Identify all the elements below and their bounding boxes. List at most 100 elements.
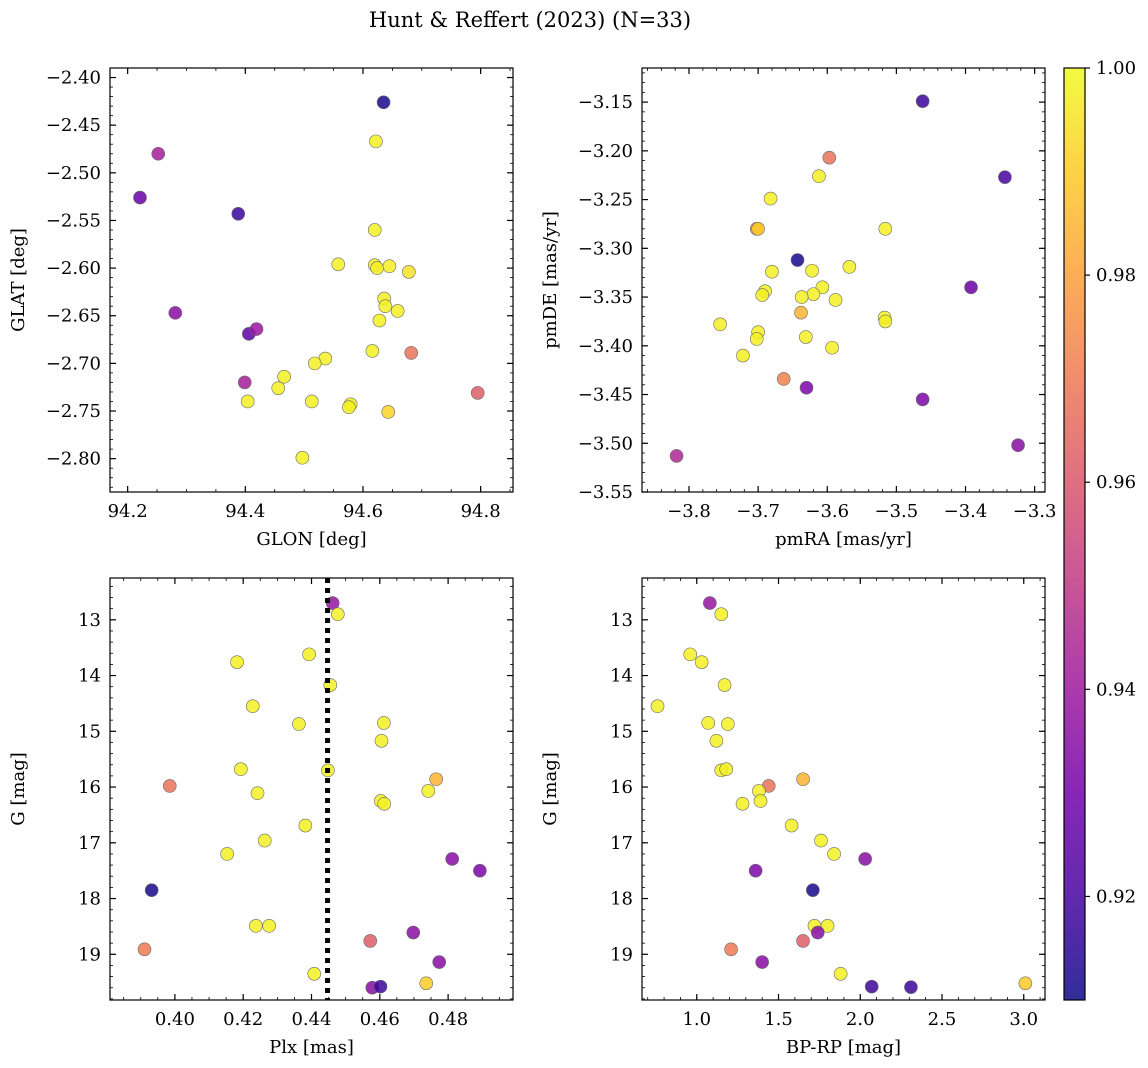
y-tick-label: −3.15 [578,92,633,113]
data-point [168,306,183,320]
data-point [799,380,814,395]
y-tick-label: −3.35 [578,287,633,308]
data-point [825,340,839,355]
data-point [763,191,778,206]
x-tick-label: −3.4 [944,501,988,522]
data-point [240,394,255,409]
data-point [794,290,809,304]
data-point [998,170,1012,184]
data-point [753,794,768,808]
panels: 94.2 94.4 94.6 94.8 −2.80 −2.75 −2.70 −2.65 −2.6… [8,67,1057,1058]
data-point [878,222,893,236]
x-tick-label: 0.40 [155,1009,195,1030]
data-point [748,863,763,878]
y-tick-label: −2.55 [46,210,101,231]
data-point [330,607,345,622]
data-point [374,733,389,748]
data-point [796,772,810,787]
data-point [378,299,393,314]
data-point [694,655,709,669]
plot-frame [641,577,1046,1001]
data-point [858,852,872,866]
data-point [833,966,848,981]
y-tick-label: −3.20 [578,141,633,162]
data-point [709,733,724,748]
data-point [776,372,791,386]
y-axis-label: GLAT [deg] [8,228,29,332]
colorbar-tick-label: 0.94 [1096,679,1136,700]
x-tick-label: 2.0 [846,1009,875,1030]
colorbar-gradient [1064,68,1085,1000]
data-point [878,314,893,329]
y-tick-label: 16 [610,777,633,798]
x-axis-label: BP-RP [mag] [786,1037,901,1058]
data-point [842,260,857,274]
y-tick-label: −2.80 [46,449,101,470]
plot-frame [109,577,514,1001]
colorbar-tick-label: 1.00 [1096,58,1136,79]
scatter-panel: 94.2 94.4 94.6 94.8 −2.80 −2.75 −2.70 −2.65 −2.6… [8,67,514,550]
data-point [820,919,835,933]
data-point [904,980,918,994]
data-point [234,762,248,777]
data-point [429,772,443,787]
x-tick-label: −3.3 [1013,501,1057,522]
x-tick-label: −3.5 [875,501,919,522]
x-axis-label: pmRA [mas/yr] [775,529,912,550]
y-tick-label: −2.50 [46,163,101,184]
data-point [701,716,716,730]
y-tick-label: 18 [78,889,101,910]
data-point [421,784,436,798]
data-point [827,847,841,861]
data-point [806,883,820,897]
data-point [331,257,346,272]
data-point [406,925,421,940]
data-point [381,405,396,419]
y-tick-label: 17 [78,833,101,854]
y-tick-label: −2.75 [46,401,101,422]
y-tick-label: −2.45 [46,115,101,136]
x-tick-label: −3.8 [667,501,711,522]
data-point [250,786,265,800]
data-point [342,400,356,415]
y-tick-label: −2.60 [46,258,101,279]
x-tick-label: 0.48 [428,1009,468,1030]
plot-frame [641,67,1046,493]
data-point [230,655,244,669]
data-point [805,263,819,278]
data-point [794,305,808,320]
colorbar-tick-label: 0.92 [1096,886,1136,907]
data-point [755,955,769,969]
data-point [470,386,485,400]
scatter-panel: 0.40 0.42 0.44 0.46 0.48 13 14 15 16 17 18 19 Plx [m… [8,577,514,1058]
data-point [376,95,391,110]
y-tick-label: −3.40 [578,336,633,357]
y-axis-label: pmDE [mas/yr] [540,211,561,349]
data-point [367,223,382,237]
data-point [304,394,319,409]
x-tick-label: 94.2 [108,501,148,522]
y-axis-label: G [mag] [540,752,561,825]
y-tick-label: −2.65 [46,306,101,327]
x-axis-label: GLON [deg] [256,529,366,550]
data-point [419,976,434,991]
data-point [828,293,843,307]
data-point [432,955,447,969]
plot-frame [109,67,514,493]
data-point [1011,438,1025,453]
data-point [806,287,821,301]
data-point [144,883,159,897]
colorbar-frame [1063,67,1086,1001]
figure-title: Hunt & Reffert (2023) (N=33) [369,8,691,32]
y-tick-label: 15 [610,721,633,742]
data-point [721,717,735,731]
data-point [814,833,828,848]
data-point [363,934,378,948]
data-point [373,979,388,994]
data-point [307,356,322,371]
data-point [915,392,930,407]
data-point [790,253,805,267]
data-point [683,647,698,662]
data-point [377,716,391,730]
